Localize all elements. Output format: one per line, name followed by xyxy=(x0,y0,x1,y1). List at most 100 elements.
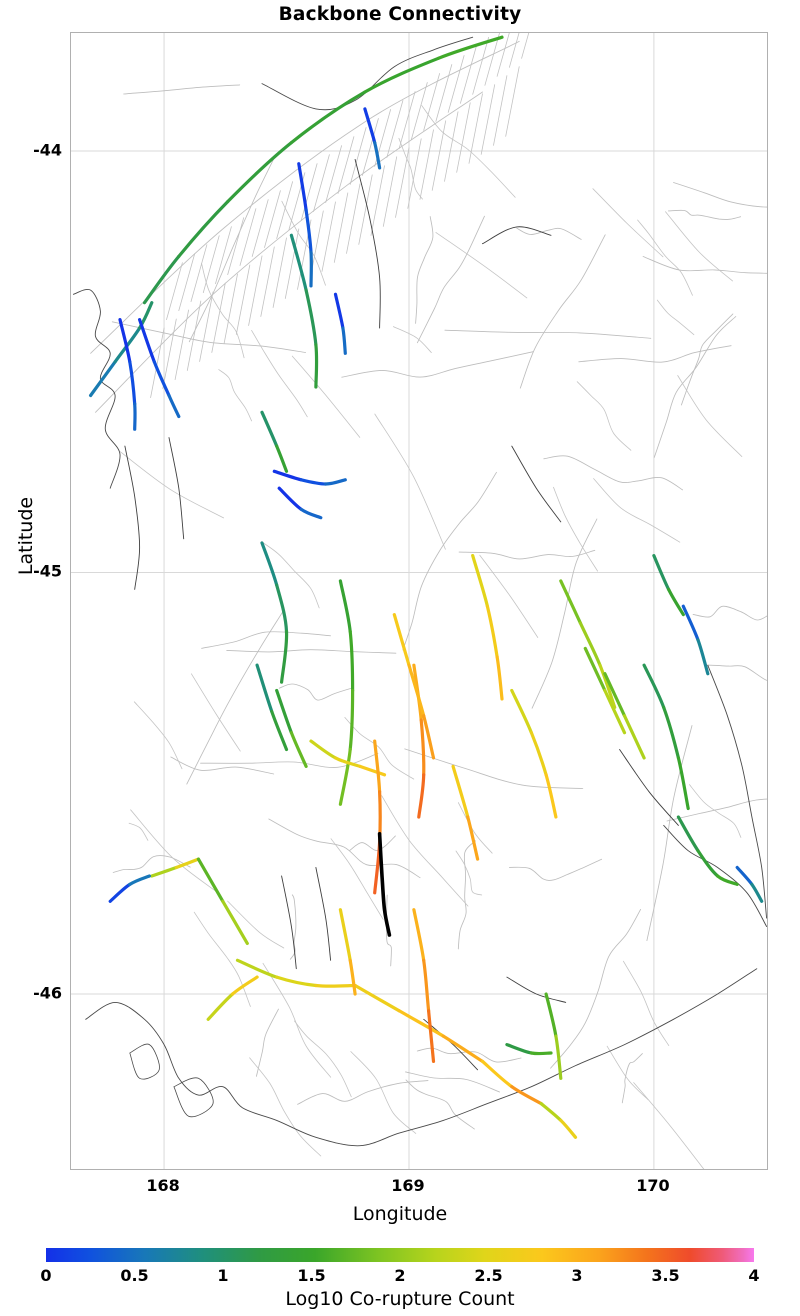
backbone-fault-segment xyxy=(529,731,548,777)
coastline-west xyxy=(72,288,121,489)
colorbar-gradient xyxy=(46,1248,754,1262)
colorbar-tick-label: 1.5 xyxy=(297,1266,326,1285)
backbone-fault-segment xyxy=(289,90,367,145)
background-fault-trace xyxy=(653,316,737,458)
background-fault-trace xyxy=(235,264,251,335)
background-fault-trace xyxy=(419,129,434,200)
background-fault-trace xyxy=(133,701,183,770)
background-fault-trace xyxy=(423,73,440,131)
backbone-fault-segment xyxy=(108,882,132,903)
coastline-east xyxy=(707,664,767,919)
background-fault-trace xyxy=(341,351,534,378)
background-fault-trace xyxy=(249,1057,322,1157)
background-fault-trace xyxy=(531,518,598,709)
background-fault-trace xyxy=(321,201,336,272)
background-fault-trace xyxy=(456,102,471,173)
backbone-fault-segment xyxy=(297,162,308,212)
background-fault-trace xyxy=(150,327,165,398)
backbone-fault-segment xyxy=(275,975,318,988)
background-fault-trace xyxy=(166,262,183,320)
background-fault-trace xyxy=(211,282,226,353)
backbone-fault-segment xyxy=(480,1059,514,1089)
background-fault-trace xyxy=(174,309,189,380)
page-title: Backbone Connectivity xyxy=(278,4,522,25)
backbone-fault-segment xyxy=(358,764,387,777)
backbone-fault-segment xyxy=(412,908,426,962)
background-fault-trace xyxy=(543,455,684,491)
background-fault-trace xyxy=(457,840,476,950)
background-fault-trace xyxy=(444,111,459,182)
backbone-fault-segment xyxy=(392,613,411,667)
backbone-fault-segment xyxy=(471,554,489,608)
basement-lineament xyxy=(511,445,562,523)
backbone-fault-segment xyxy=(505,1043,533,1055)
backbone-fault-segment xyxy=(363,56,440,94)
colorbar-tick-label: 3.5 xyxy=(651,1266,680,1285)
colorbar-tick-label: 1 xyxy=(217,1266,229,1285)
colorbar-tick-label: 4 xyxy=(748,1266,760,1285)
basement-lineament xyxy=(315,867,332,961)
background-fault-trace xyxy=(201,631,331,649)
backbone-fault-segment xyxy=(314,983,357,988)
backbone-fault-segment xyxy=(275,444,289,473)
background-fault-trace xyxy=(123,84,241,95)
background-fault-trace xyxy=(281,200,326,286)
background-fault-trace xyxy=(431,120,447,191)
basement-lineament xyxy=(281,875,297,970)
basement-lineament xyxy=(619,749,679,826)
background-fault-trace xyxy=(621,1053,643,1104)
background-fault-trace xyxy=(405,1079,475,1130)
background-fault-trace xyxy=(199,291,214,362)
map-axes xyxy=(70,32,768,1170)
background-fault-trace xyxy=(665,211,733,282)
background-fault-trace xyxy=(193,911,251,1007)
background-fault-trace xyxy=(330,838,384,920)
background-fault-trace xyxy=(223,273,238,344)
x-axis-label: Longitude xyxy=(352,1203,448,1225)
background-fault-trace xyxy=(188,155,276,343)
background-fault-trace xyxy=(447,55,465,113)
backbone-fault-segment xyxy=(196,857,225,903)
background-fault-trace xyxy=(578,345,732,363)
backbone-fault-segment xyxy=(231,975,259,996)
island-outline xyxy=(129,1043,160,1080)
background-fault-trace xyxy=(393,326,432,353)
backbone-fault-segment xyxy=(142,254,181,305)
background-fault-trace xyxy=(623,960,670,1046)
background-fault-trace xyxy=(637,219,693,296)
background-fault-trace xyxy=(349,127,367,185)
background-fault-trace xyxy=(508,858,603,881)
background-fault-trace xyxy=(411,82,428,140)
backbone-fault-segment xyxy=(304,208,313,254)
backbone-fault-segment xyxy=(451,764,470,819)
background-fault-trace xyxy=(667,209,742,220)
y-tick-label: -45 xyxy=(33,561,62,581)
island-outline xyxy=(173,1077,214,1118)
backbone-fault-segment xyxy=(676,815,700,853)
x-tick-label: 168 xyxy=(146,1176,180,1195)
backbone-fault-segment xyxy=(338,908,352,962)
backbone-faults-layer xyxy=(89,35,764,1139)
backbone-fault-segment xyxy=(622,714,646,760)
backbone-fault-segment xyxy=(510,1085,543,1106)
backbone-fault-segment xyxy=(422,958,431,1013)
background-fault-trace xyxy=(337,136,355,194)
backbone-fault-segment xyxy=(559,579,582,625)
backbone-fault-segment xyxy=(407,663,426,718)
backbone-fault-segment xyxy=(466,815,480,861)
backbone-fault-segment xyxy=(559,1118,578,1139)
colorbar-label: Log10 Co-rupture Count xyxy=(285,1288,515,1310)
background-fault-trace xyxy=(576,381,632,451)
background-fault-trace xyxy=(374,413,446,550)
background-fault-trace xyxy=(689,784,742,838)
backbone-fault-segment xyxy=(529,1051,553,1056)
background-fault-trace xyxy=(227,900,285,949)
backbone-fault-segment xyxy=(260,410,279,448)
background-fault-trace xyxy=(170,756,275,775)
background-fault-trace xyxy=(291,355,361,438)
backbone-fault-segment xyxy=(299,478,328,486)
background-fault-trace xyxy=(404,748,584,789)
backbone-fault-segment xyxy=(113,326,142,364)
background-fault-trace xyxy=(120,451,224,519)
backbone-fault-segment xyxy=(309,739,338,760)
